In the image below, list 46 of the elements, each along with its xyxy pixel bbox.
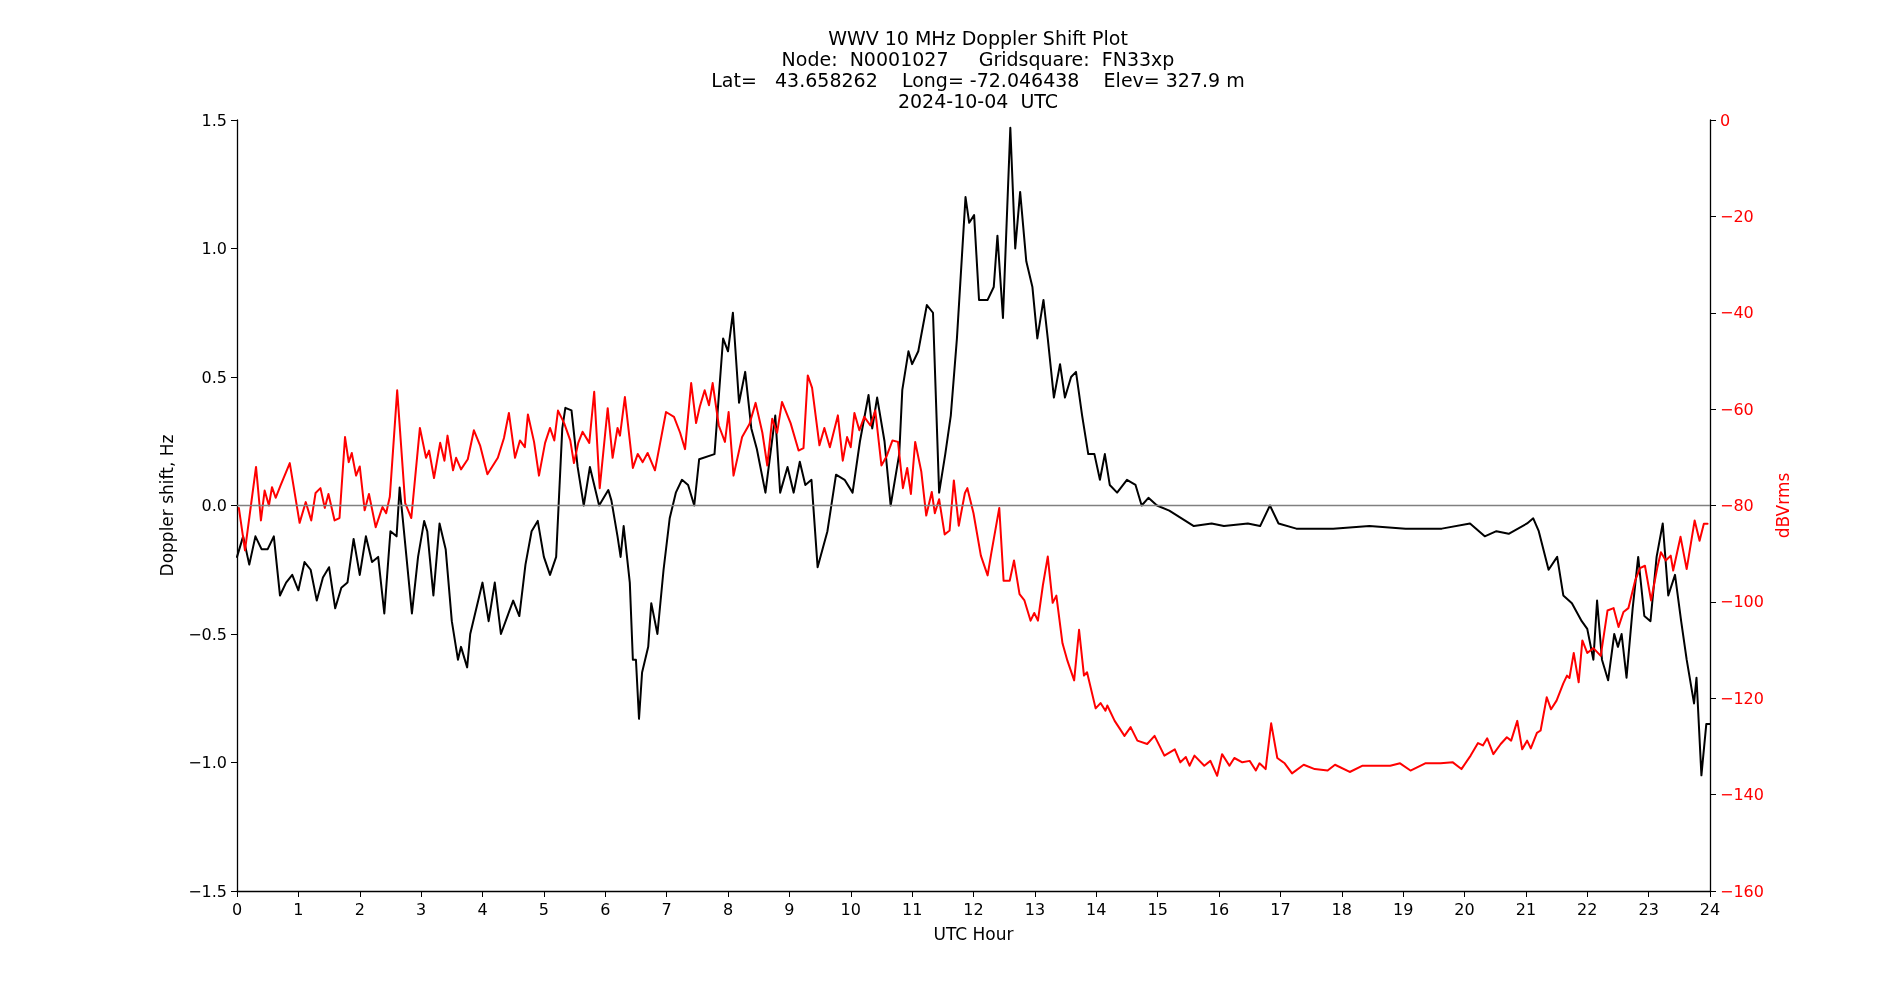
x-tick-label: 10	[840, 899, 861, 919]
y-tick-label: 0.0	[201, 496, 227, 515]
x-tick-label: 23	[1638, 899, 1659, 919]
y2-tick-label: −40	[1720, 303, 1754, 323]
y-tick-label: −1.5	[188, 881, 227, 901]
x-tick-label: 18	[1331, 899, 1352, 919]
x-tick-label: 13	[1024, 899, 1046, 919]
y2-axis-title: dBVrms	[1773, 472, 1794, 539]
y-tick-label: 0.5	[201, 367, 227, 387]
x-tick-label: 11	[901, 899, 923, 919]
y2-tick-label: −160	[1720, 881, 1764, 901]
y-tick-label: −1.0	[188, 753, 227, 772]
x-tick-label: 16	[1208, 899, 1230, 919]
x-tick-label: 21	[1515, 899, 1537, 919]
y2-tick-label: −60	[1720, 399, 1754, 419]
chart-title: WWV 10 MHz Doppler Shift Plot Node: N0001027 Gridsquare: FN33xp Lat= 43.658262 Long= -72.046438 Elev= 327.9 m 2024-10-04 UTC	[711, 26, 1245, 112]
x-tick-label: 17	[1270, 899, 1291, 919]
y2-tick-label: −20	[1720, 206, 1754, 226]
x-tick-label: 24	[1699, 899, 1721, 919]
x-tick-label: 15	[1147, 899, 1168, 919]
x-tick-label: 9	[784, 899, 795, 919]
y-tick-label: 1.5	[201, 110, 227, 130]
line-series	[237, 374, 1709, 777]
y-tick-label: −0.5	[188, 624, 227, 644]
x-tick-label: 3	[416, 899, 427, 919]
x-tick-label: 22	[1577, 899, 1598, 919]
y2-tick-label: −100	[1720, 592, 1764, 612]
y2-tick-label: −80	[1720, 496, 1754, 515]
x-tick-label: 7	[661, 899, 672, 919]
x-tick-label: 19	[1392, 899, 1414, 919]
x-tick-label: 6	[600, 899, 611, 919]
x-tick-label: 12	[963, 899, 984, 919]
x-axis-title: UTC Hour	[933, 923, 1014, 944]
x-tick-label: 1	[293, 899, 304, 919]
x-tick-label: 0	[231, 899, 243, 919]
x-tick-label: 5	[538, 899, 549, 919]
y-tick-label: 1.0	[201, 239, 227, 258]
y2-tick-label: 0	[1720, 110, 1731, 130]
y-axis-title: Doppler shift, Hz	[156, 434, 177, 577]
x-tick-label: 8	[722, 899, 734, 919]
x-tick-label: 14	[1086, 899, 1107, 919]
y2-tick-label: −140	[1720, 785, 1764, 805]
x-tick-label: 20	[1454, 899, 1475, 919]
x-tick-label: 4	[477, 899, 488, 919]
x-tick-label: 2	[354, 899, 365, 919]
y2-tick-label: −120	[1720, 688, 1764, 708]
